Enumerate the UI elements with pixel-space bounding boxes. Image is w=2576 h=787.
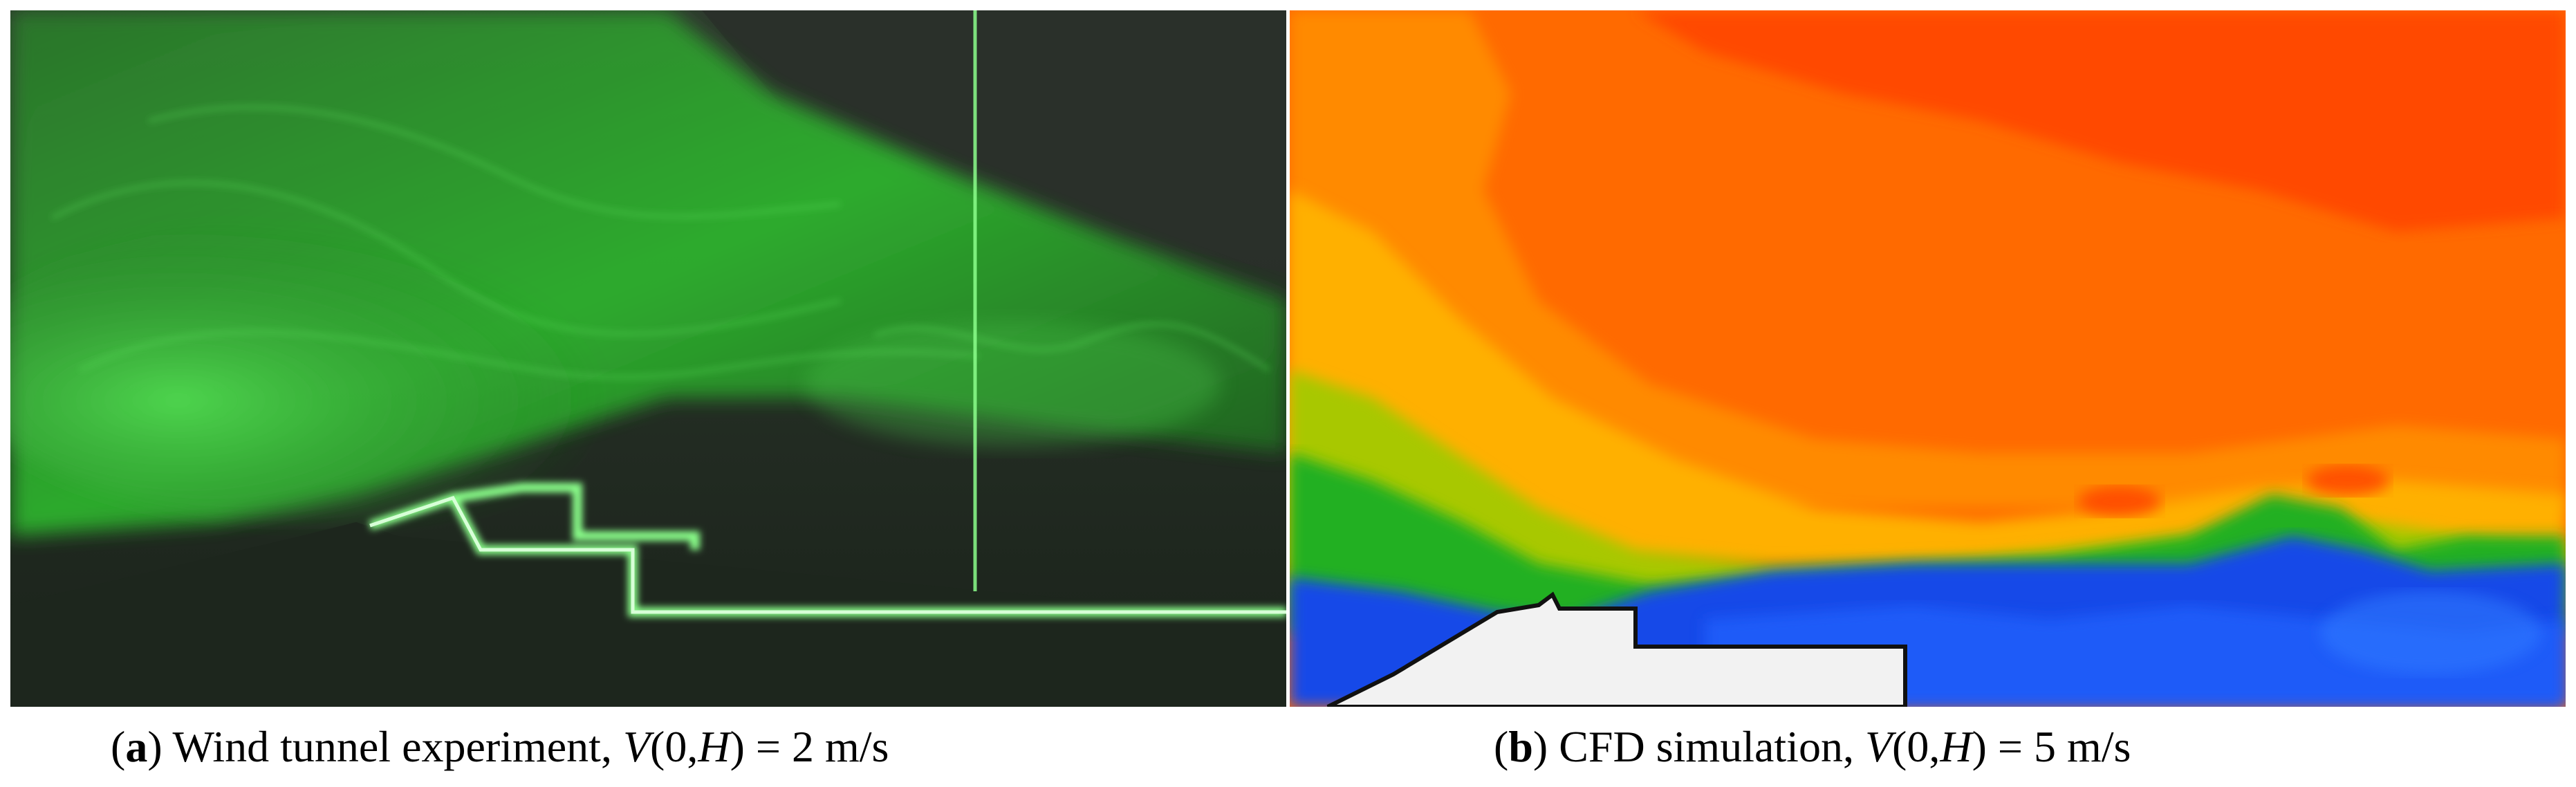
- caption-b-var: V: [1864, 722, 1893, 771]
- caption-b-text: CFD simulation,: [1548, 722, 1865, 771]
- caption-a-text: Wind tunnel experiment,: [162, 722, 623, 771]
- caption-b-value: = 5 m/s: [1986, 722, 2131, 771]
- caption-a-var: V: [622, 722, 651, 771]
- cfd-contour-image: [1290, 10, 2566, 707]
- caption-b-letter: b: [1508, 722, 1533, 771]
- wind-tunnel-image: [10, 10, 1286, 707]
- caption-b-args-open: (0,: [1892, 722, 1940, 771]
- caption-a: (a) Wind tunnel experiment, V(0,H) = 2 m…: [111, 719, 889, 775]
- caption-b: (b) CFD simulation, V(0,H) = 5 m/s: [1494, 719, 2131, 775]
- caption-a-letter: a: [125, 722, 148, 771]
- cfd-contour-plot: [1290, 10, 2566, 707]
- caption-a-open: (: [111, 722, 126, 771]
- caption-a-args-var: H: [698, 722, 730, 771]
- caption-b-args-var: H: [1940, 722, 1972, 771]
- wind-tunnel-photo: [10, 10, 1286, 707]
- caption-b-args-close: ): [1972, 722, 1987, 771]
- caption-b-close: ): [1532, 722, 1548, 771]
- caption-a-args-close: ): [730, 722, 745, 771]
- caption-a-close: ): [147, 722, 163, 771]
- caption-b-open: (: [1494, 722, 1509, 771]
- caption-a-value: = 2 m/s: [744, 722, 889, 771]
- caption-a-args-open: (0,: [650, 722, 698, 771]
